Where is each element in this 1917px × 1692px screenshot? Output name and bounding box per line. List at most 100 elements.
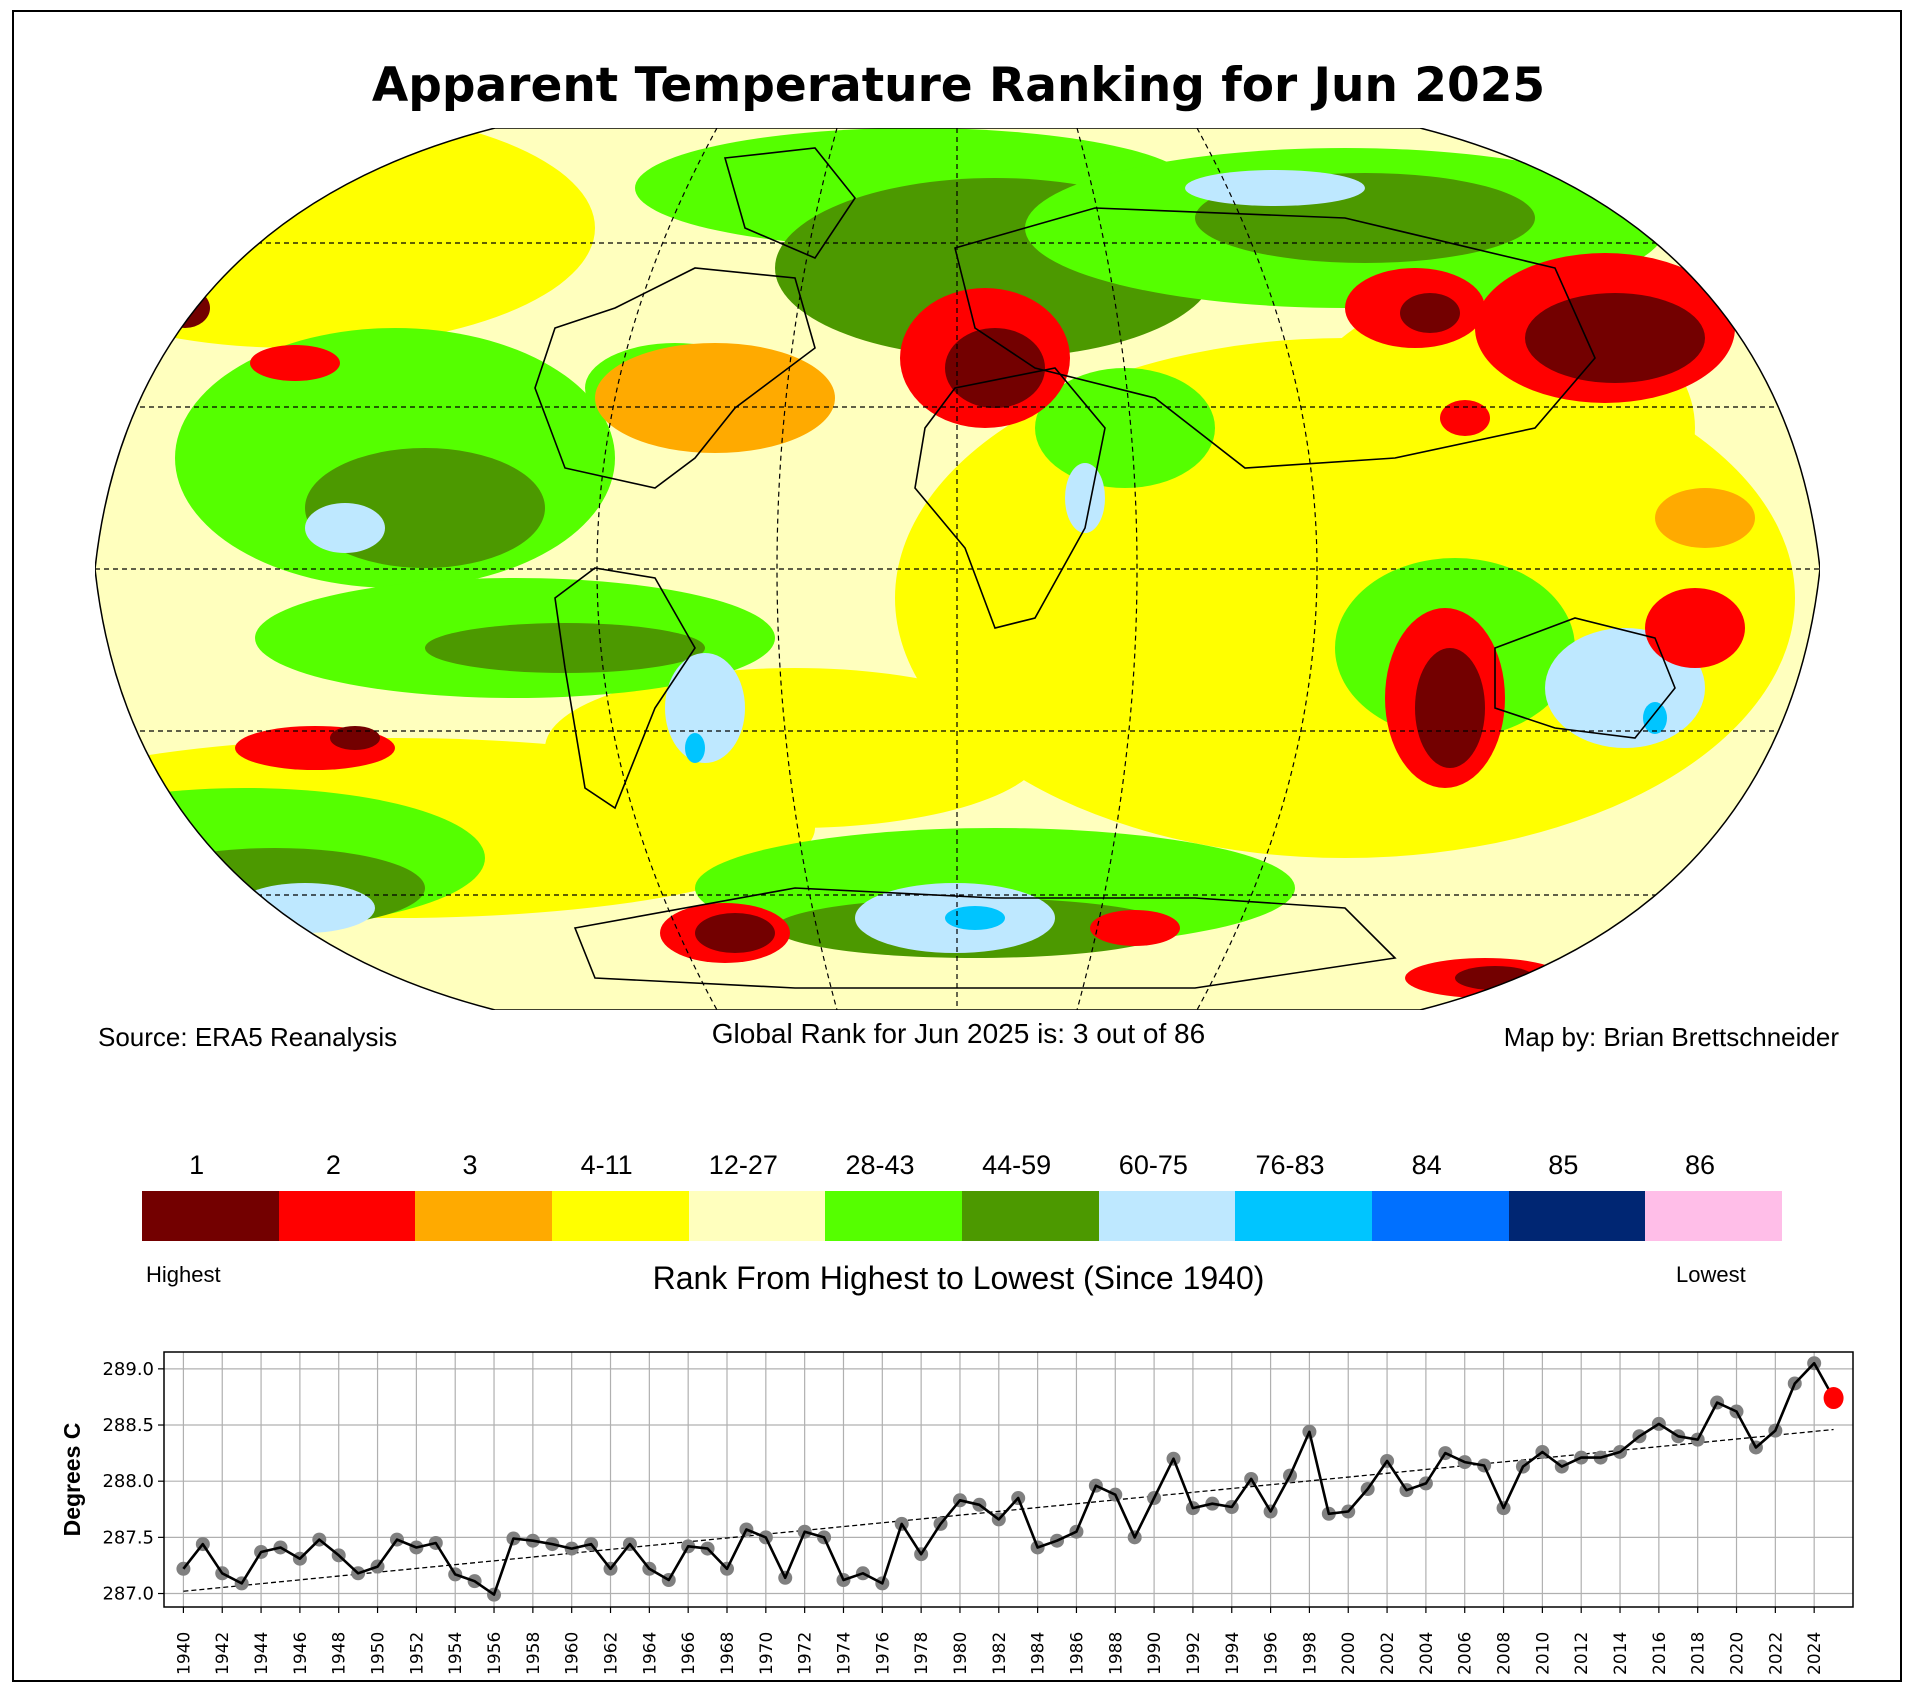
colorbar-swatch [415, 1191, 553, 1241]
world-rank-map [95, 128, 1820, 1010]
x-tick-label: 1940 [174, 1632, 194, 1675]
x-tick-label: 1944 [252, 1632, 272, 1675]
y-tick-label: 288.0 [102, 1471, 154, 1492]
x-tick-label: 2008 [1495, 1632, 1515, 1675]
colorbar-bin-label: 3 [462, 1150, 478, 1180]
colorbar-swatch [825, 1191, 963, 1241]
longitude-line [596, 128, 718, 1010]
colorbar-swatch [552, 1191, 689, 1241]
x-tick-label: 1964 [640, 1632, 660, 1675]
x-tick-label: 1948 [330, 1632, 350, 1675]
x-tick-label: 2020 [1728, 1632, 1748, 1675]
map-rank-region [425, 623, 705, 673]
colorbar-bin-label: 1 [189, 1150, 205, 1180]
colorbar-bin-label: 85 [1548, 1150, 1579, 1180]
colorbar-title: Rank From Highest to Lowest (Since 1940) [652, 1260, 1265, 1296]
x-tick-label: 1998 [1300, 1632, 1320, 1675]
x-tick-label: 1942 [213, 1632, 233, 1675]
map-rank-region [945, 906, 1005, 930]
colorbar-swatch [1645, 1191, 1783, 1241]
colorbar-bin-label: 4-11 [580, 1150, 633, 1180]
map-rank-region [1440, 400, 1490, 436]
colorbar-bin-label: 2 [325, 1150, 341, 1180]
colorbar-bin-label: 28-43 [845, 1150, 915, 1180]
x-tick-label: 1992 [1184, 1632, 1204, 1675]
x-tick-label: 2004 [1417, 1632, 1437, 1675]
plot-frame [163, 1351, 1854, 1608]
colorbar-highest-label: Highest [146, 1262, 221, 1287]
x-tick-label: 2002 [1378, 1632, 1398, 1675]
map-rank-region [595, 343, 835, 453]
x-tick-label: 2006 [1456, 1632, 1476, 1675]
x-tick-label: 1994 [1223, 1632, 1243, 1675]
global-rank-caption: Global Rank for Jun 2025 is: 3 out of 86 [711, 1018, 1206, 1049]
x-tick-label: 1960 [563, 1632, 583, 1675]
x-tick-label: 1954 [446, 1632, 466, 1675]
x-tick-label: 1946 [291, 1632, 311, 1675]
colorbar-bin-label: 60-75 [1118, 1150, 1188, 1180]
continent-outline [1494, 617, 1676, 739]
colorbar-bin-label: 86 [1684, 1150, 1716, 1180]
x-tick-label: 1974 [834, 1632, 854, 1675]
map-rank-region [1090, 910, 1180, 946]
x-tick-label: 1970 [757, 1632, 777, 1675]
x-tick-label: 1976 [873, 1632, 893, 1675]
map-rank-region [1645, 588, 1745, 668]
y-tick-label: 287.0 [102, 1584, 154, 1605]
map-rank-region [695, 913, 775, 953]
credit-caption: Map by: Brian Brettschneider [1503, 1022, 1839, 1052]
colorbar-swatch [1508, 1191, 1646, 1241]
x-tick-label: 2024 [1805, 1632, 1825, 1675]
colorbar-swatch [1372, 1191, 1509, 1241]
x-tick-label: 1952 [407, 1632, 427, 1675]
x-tick-label: 2012 [1572, 1632, 1592, 1675]
colorbar-swatch [1098, 1191, 1236, 1241]
x-tick-label: 1988 [1106, 1632, 1126, 1675]
x-tick-label: 2000 [1339, 1632, 1359, 1675]
series-line [182, 1361, 1835, 1596]
continent-outline [573, 887, 1397, 989]
continent-outline [554, 567, 696, 810]
x-tick-label: 1990 [1145, 1632, 1165, 1675]
colorbar-swatch [142, 1191, 279, 1241]
colorbar-swatch [688, 1191, 826, 1241]
x-tick-label: 1972 [796, 1632, 816, 1675]
x-tick-label: 1956 [485, 1632, 505, 1675]
map-rank-region [945, 328, 1045, 408]
map-rank-region [1185, 170, 1365, 206]
colorbar-lowest-label: Lowest [1676, 1262, 1746, 1287]
x-tick-label: 1950 [369, 1632, 389, 1675]
map-outline [95, 128, 1820, 1010]
colorbar-swatch [1235, 1191, 1373, 1241]
map-rank-region [330, 726, 380, 750]
x-tick-label: 2016 [1650, 1632, 1670, 1675]
longitude-line [1196, 128, 1318, 1010]
figure-frame [12, 10, 1902, 1682]
continent-outline [914, 367, 1106, 629]
colorbar-labels: 1 2 3 4-11 12-27 28-43 44-59 60-75 76-83 84 85 86 [142, 1150, 1782, 1184]
map-rank-region [1655, 488, 1755, 548]
x-tick-label: 1996 [1262, 1632, 1282, 1675]
x-tick-label: 1958 [524, 1632, 544, 1675]
colorbar-bin-label: 76-83 [1255, 1150, 1325, 1180]
colorbar [142, 1191, 1783, 1241]
x-tick-label: 1984 [1029, 1632, 1049, 1675]
map-rank-region [665, 653, 745, 763]
x-tick-label: 1986 [1067, 1632, 1087, 1675]
x-tick-label: 1968 [718, 1632, 738, 1675]
map-rank-region [235, 883, 375, 933]
colorbar-bin-label: 44-59 [982, 1150, 1052, 1180]
y-tick-label: 287.5 [102, 1527, 154, 1548]
x-tick-label: 1978 [912, 1632, 932, 1675]
y-axis-label: Degrees C [59, 1423, 85, 1537]
map-rank-region [1065, 463, 1105, 533]
colorbar-swatch [962, 1191, 1099, 1241]
map-rank-region [1643, 702, 1667, 734]
y-tick-label: 288.5 [102, 1415, 154, 1436]
x-tick-label: 2018 [1689, 1632, 1709, 1675]
x-tick-label: 2014 [1611, 1632, 1631, 1675]
continent-outline [954, 207, 1596, 469]
x-tick-label: 2010 [1533, 1632, 1553, 1675]
continent-outline [723, 147, 856, 259]
continent-outline [534, 267, 816, 489]
